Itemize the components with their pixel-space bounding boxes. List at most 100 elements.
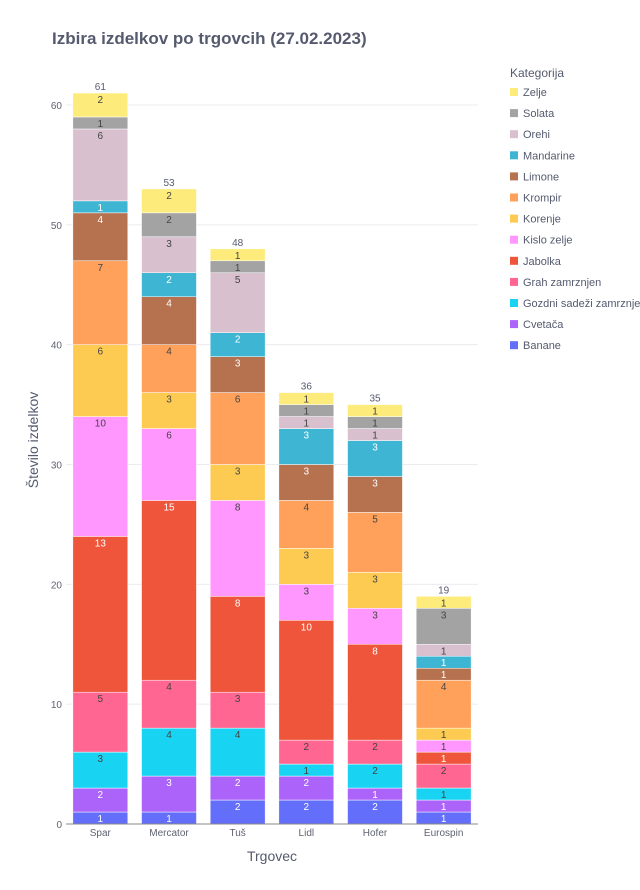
bar-segment <box>278 548 335 585</box>
y-tick-label: 40 <box>51 341 63 352</box>
segment-value-label: 3 <box>304 467 310 478</box>
segment-value-label: 4 <box>166 347 172 358</box>
segment-value-label: 3 <box>372 478 378 489</box>
legend-swatch <box>510 320 518 329</box>
segment-value-label: 3 <box>98 754 104 765</box>
segment-value-label: 2 <box>235 778 241 789</box>
bar-segment <box>141 392 197 429</box>
segment-value-label: 1 <box>304 395 310 406</box>
bar-segment <box>415 608 472 645</box>
legend-entry: Banane <box>523 340 561 352</box>
segment-value-label: 4 <box>98 215 104 226</box>
bar-segment <box>278 620 335 741</box>
segment-value-label: 8 <box>235 598 241 609</box>
segment-value-label: 3 <box>304 431 310 442</box>
segment-value-label: 3 <box>372 443 378 454</box>
bar-total-label: 19 <box>438 585 450 596</box>
bar-segment <box>209 356 266 393</box>
y-tick-label: 0 <box>56 820 62 831</box>
legend-entry: Krompir <box>523 193 562 205</box>
segment-value-label: 2 <box>372 742 378 753</box>
y-tick-label: 10 <box>51 700 63 711</box>
segment-value-label: 2 <box>304 802 310 813</box>
bar-segment <box>141 428 197 501</box>
segment-value-label: 3 <box>166 239 172 250</box>
segment-value-label: 5 <box>235 275 241 286</box>
bar-segment <box>141 727 197 777</box>
legend-entry: Zelje <box>523 87 547 99</box>
x-axis-title: Trgovec <box>247 848 297 864</box>
segment-value-label: 13 <box>95 538 107 549</box>
y-tick-label: 20 <box>51 580 63 591</box>
segment-value-label: 1 <box>235 263 241 274</box>
x-tick-label: Lidl <box>299 828 315 839</box>
bar-labels: 1235131067416126113441563442322532243883… <box>95 82 450 825</box>
bar-segment <box>72 691 129 753</box>
segment-value-label: 1 <box>441 670 447 681</box>
bar-segment <box>141 188 197 214</box>
segment-value-label: 3 <box>235 359 241 370</box>
bar-segment <box>278 392 335 405</box>
bar-total-label: 61 <box>95 82 107 93</box>
segment-value-label: 4 <box>166 299 172 310</box>
bar-segment <box>72 92 129 118</box>
segment-value-label: 2 <box>441 766 447 777</box>
y-axis-title: Število izdelkov <box>25 392 41 489</box>
segment-value-label: 4 <box>166 730 172 741</box>
bar-segment <box>278 500 335 549</box>
segment-value-label: 4 <box>441 682 447 693</box>
gridlines <box>66 104 478 705</box>
segment-value-label: 2 <box>166 215 172 226</box>
segment-value-label: 2 <box>304 742 310 753</box>
segment-value-label: 3 <box>304 586 310 597</box>
legend-entry: Orehi <box>523 129 550 141</box>
legend-title: Kategorija <box>510 66 564 80</box>
bar-total-label: 36 <box>301 382 313 393</box>
segment-value-label: 10 <box>301 622 313 633</box>
bar-segment <box>347 644 403 741</box>
segment-value-label: 1 <box>441 754 447 765</box>
legend-entry: Kislo zelje <box>523 235 573 247</box>
legend-swatch <box>510 299 518 307</box>
segment-value-label: 1 <box>372 790 378 801</box>
bar-segment <box>141 500 197 681</box>
segment-value-label: 2 <box>166 191 172 202</box>
legend-entry: Limone <box>523 171 559 183</box>
y-tick-label: 30 <box>51 461 63 472</box>
bar-segment <box>347 512 403 573</box>
bar-segment <box>72 344 129 417</box>
segment-value-label: 3 <box>372 574 378 585</box>
segment-value-label: 1 <box>235 251 241 262</box>
segment-value-label: 4 <box>304 502 310 513</box>
segment-value-label: 2 <box>372 802 378 813</box>
bar-segment <box>72 260 129 345</box>
y-tick-label: 60 <box>51 101 63 112</box>
segment-value-label: 8 <box>235 502 241 513</box>
chart-title: Izbira izdelkov po trgovcih (27.02.2023) <box>52 29 367 48</box>
bar-segment <box>415 679 472 729</box>
bar-segment <box>209 272 266 333</box>
segment-value-label: 15 <box>163 502 175 513</box>
bar-segment <box>209 691 266 729</box>
segment-value-label: 1 <box>372 419 378 430</box>
x-tick-label: Spar <box>90 828 112 839</box>
bar-segment <box>209 248 266 262</box>
legend-entry: Korenje <box>523 214 561 226</box>
segment-value-label: 2 <box>98 790 104 801</box>
segment-value-label: 1 <box>372 431 378 442</box>
bar-segment <box>141 236 197 274</box>
legend-swatch <box>510 277 518 286</box>
bar-segment <box>72 416 129 537</box>
segment-value-label: 6 <box>235 395 241 406</box>
bar-segment <box>278 464 335 501</box>
y-tick-label: 50 <box>51 221 63 232</box>
legend-swatch <box>510 341 518 350</box>
bar-segment <box>347 404 403 417</box>
segment-value-label: 1 <box>304 419 310 430</box>
segment-value-label: 5 <box>372 514 378 525</box>
legend-swatch <box>510 235 518 244</box>
segment-value-label: 5 <box>98 694 104 705</box>
segment-value-label: 8 <box>372 646 378 657</box>
x-axis-ticks: Spar Mercator Tuš Lidl Hofer Eurospin <box>90 828 464 839</box>
